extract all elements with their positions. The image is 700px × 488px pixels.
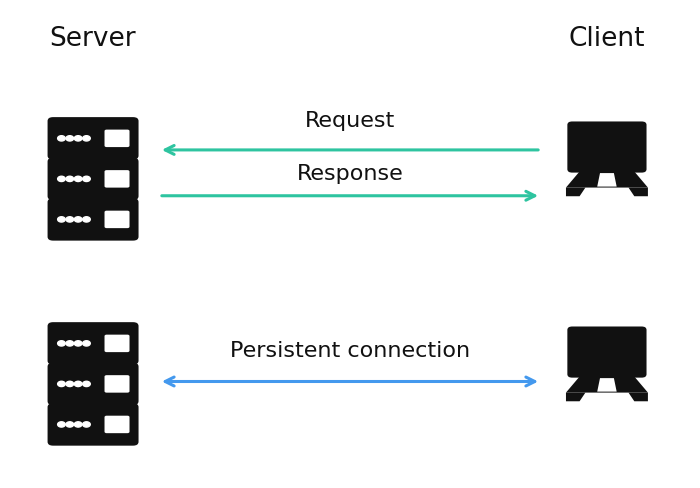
Circle shape (66, 176, 74, 182)
FancyBboxPatch shape (568, 326, 647, 378)
Circle shape (74, 381, 82, 386)
Circle shape (66, 422, 74, 427)
FancyBboxPatch shape (104, 170, 130, 187)
Circle shape (57, 341, 65, 346)
Text: Request: Request (305, 111, 395, 131)
Text: Response: Response (297, 164, 403, 184)
Polygon shape (566, 171, 648, 187)
Circle shape (66, 136, 74, 141)
Polygon shape (566, 376, 648, 392)
FancyBboxPatch shape (104, 416, 130, 433)
FancyBboxPatch shape (48, 363, 139, 405)
FancyBboxPatch shape (104, 335, 130, 352)
Polygon shape (597, 378, 617, 392)
Circle shape (83, 176, 90, 182)
Polygon shape (597, 173, 617, 186)
Circle shape (66, 217, 74, 222)
Circle shape (83, 341, 90, 346)
FancyBboxPatch shape (48, 198, 139, 241)
Circle shape (57, 136, 65, 141)
Circle shape (74, 136, 82, 141)
FancyBboxPatch shape (104, 211, 130, 228)
Polygon shape (629, 187, 648, 196)
Text: Persistent connection: Persistent connection (230, 341, 470, 361)
Circle shape (66, 381, 74, 386)
FancyBboxPatch shape (48, 322, 139, 365)
Text: Client: Client (568, 26, 645, 52)
Circle shape (57, 217, 65, 222)
Circle shape (74, 217, 82, 222)
Text: Server: Server (50, 26, 136, 52)
FancyBboxPatch shape (104, 375, 130, 393)
Circle shape (83, 422, 90, 427)
Circle shape (74, 422, 82, 427)
Circle shape (57, 422, 65, 427)
Circle shape (83, 136, 90, 141)
Polygon shape (629, 392, 648, 401)
Circle shape (83, 217, 90, 222)
FancyBboxPatch shape (48, 117, 139, 160)
Polygon shape (566, 392, 585, 401)
FancyBboxPatch shape (104, 130, 130, 147)
Circle shape (57, 176, 65, 182)
FancyBboxPatch shape (568, 122, 647, 173)
FancyBboxPatch shape (48, 158, 139, 200)
Polygon shape (566, 187, 585, 196)
Circle shape (74, 176, 82, 182)
Circle shape (66, 341, 74, 346)
Circle shape (74, 341, 82, 346)
Circle shape (57, 381, 65, 386)
Circle shape (83, 381, 90, 386)
FancyBboxPatch shape (48, 403, 139, 446)
